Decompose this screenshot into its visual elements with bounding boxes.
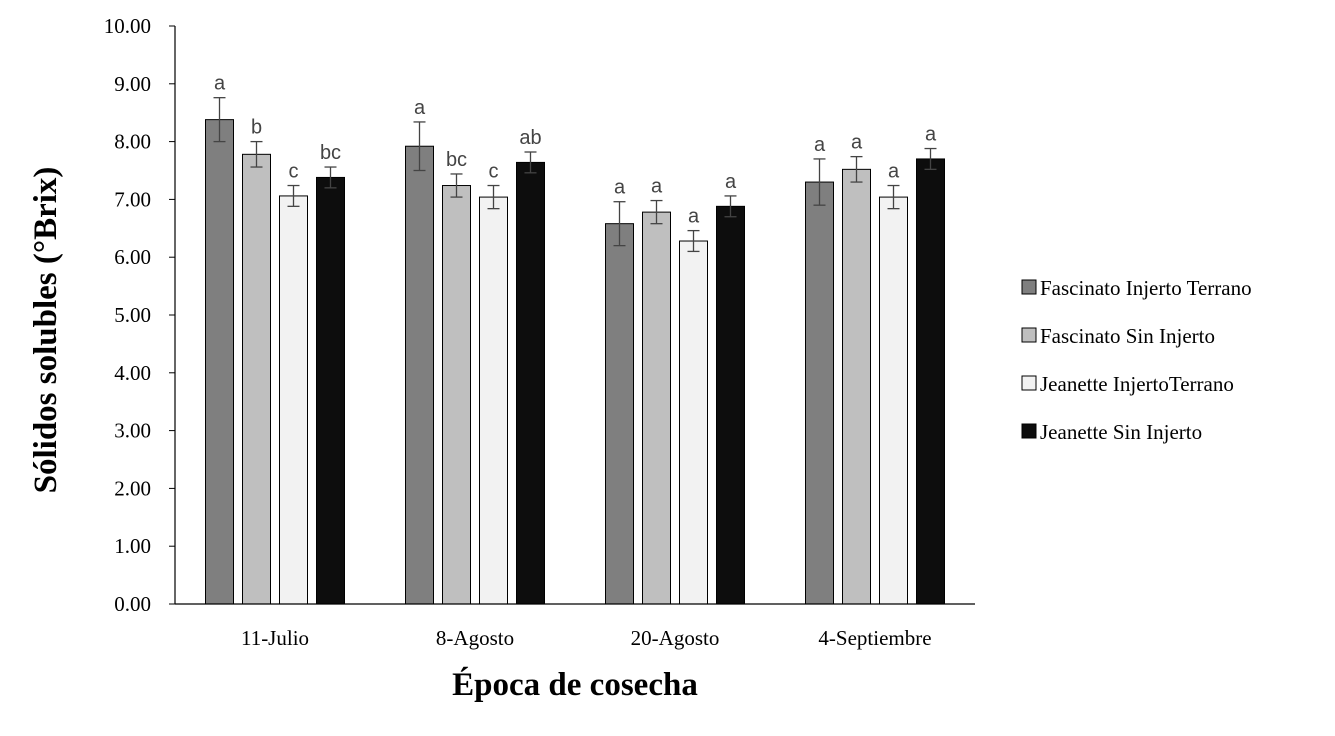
bar <box>716 205 745 605</box>
axes <box>174 26 975 605</box>
x-tick-label: 11-Julio <box>241 626 309 650</box>
y-tick-label: 0.00 <box>114 592 151 616</box>
bar <box>242 153 271 605</box>
legend-swatch <box>1021 279 1037 295</box>
bar <box>316 176 345 605</box>
y-tick-label: 8.00 <box>114 130 151 154</box>
y-tick-label: 6.00 <box>114 245 151 269</box>
y-axis-title: Sólidos solubles (°Brix) <box>28 167 64 494</box>
y-tick-label: 7.00 <box>114 187 151 211</box>
bar <box>805 181 834 605</box>
y-tick-label: 3.00 <box>114 419 151 443</box>
x-axis-tick-labels: 11-Julio 8-Agosto 20-Agosto 4-Septiembre <box>241 626 932 650</box>
bar <box>842 168 871 605</box>
legend-label: Jeanette InjertoTerrano <box>1040 372 1234 396</box>
significance-label: bc <box>320 142 341 164</box>
y-axis-ticks: 0.00 1.00 2.00 3.00 4.00 5.00 6.00 7.00 8.00 9.00… <box>104 14 175 616</box>
legend-swatch <box>1021 423 1037 439</box>
bar <box>916 158 945 605</box>
x-tick-label: 20-Agosto <box>631 626 720 650</box>
y-tick-label: 10.00 <box>104 14 151 38</box>
significance-label: a <box>851 132 863 154</box>
y-tick-label: 1.00 <box>114 534 151 558</box>
significance-label: a <box>814 134 826 156</box>
legend-label: Fascinato Injerto Terrano <box>1040 276 1252 300</box>
bar <box>405 145 434 605</box>
legend: Fascinato Injerto Terrano Fascinato Sin I… <box>1021 276 1252 444</box>
bar <box>442 185 471 605</box>
x-tick-label: 4-Septiembre <box>818 626 931 650</box>
legend-swatch <box>1021 375 1037 391</box>
legend-label: Fascinato Sin Injerto <box>1040 324 1215 348</box>
bar <box>479 196 508 605</box>
significance-label: c <box>489 161 499 183</box>
bar <box>679 240 708 605</box>
y-tick-label: 4.00 <box>114 361 151 385</box>
y-tick-label: 9.00 <box>114 72 151 96</box>
y-tick-label: 5.00 <box>114 303 151 327</box>
significance-label: a <box>414 97 426 119</box>
significance-label: a <box>725 171 737 193</box>
x-axis-title: Época de cosecha <box>452 666 698 703</box>
bar <box>642 211 671 605</box>
significance-label: a <box>651 176 663 198</box>
significance-label: bc <box>446 149 467 171</box>
significance-label: b <box>251 117 262 139</box>
bar <box>605 223 634 605</box>
significance-label: a <box>925 124 937 146</box>
significance-label: a <box>614 177 626 199</box>
bar <box>279 195 308 605</box>
bar <box>205 119 234 605</box>
x-tick-label: 8-Agosto <box>436 626 514 650</box>
y-tick-label: 2.00 <box>114 476 151 500</box>
significance-label: c <box>289 161 299 183</box>
significance-label: a <box>888 161 900 183</box>
bar <box>516 161 545 605</box>
bar <box>879 196 908 605</box>
significance-label: ab <box>519 127 541 149</box>
significance-label: a <box>214 73 226 95</box>
legend-swatch <box>1021 327 1037 343</box>
significance-label: a <box>688 206 700 228</box>
legend-label: Jeanette Sin Injerto <box>1040 420 1202 444</box>
